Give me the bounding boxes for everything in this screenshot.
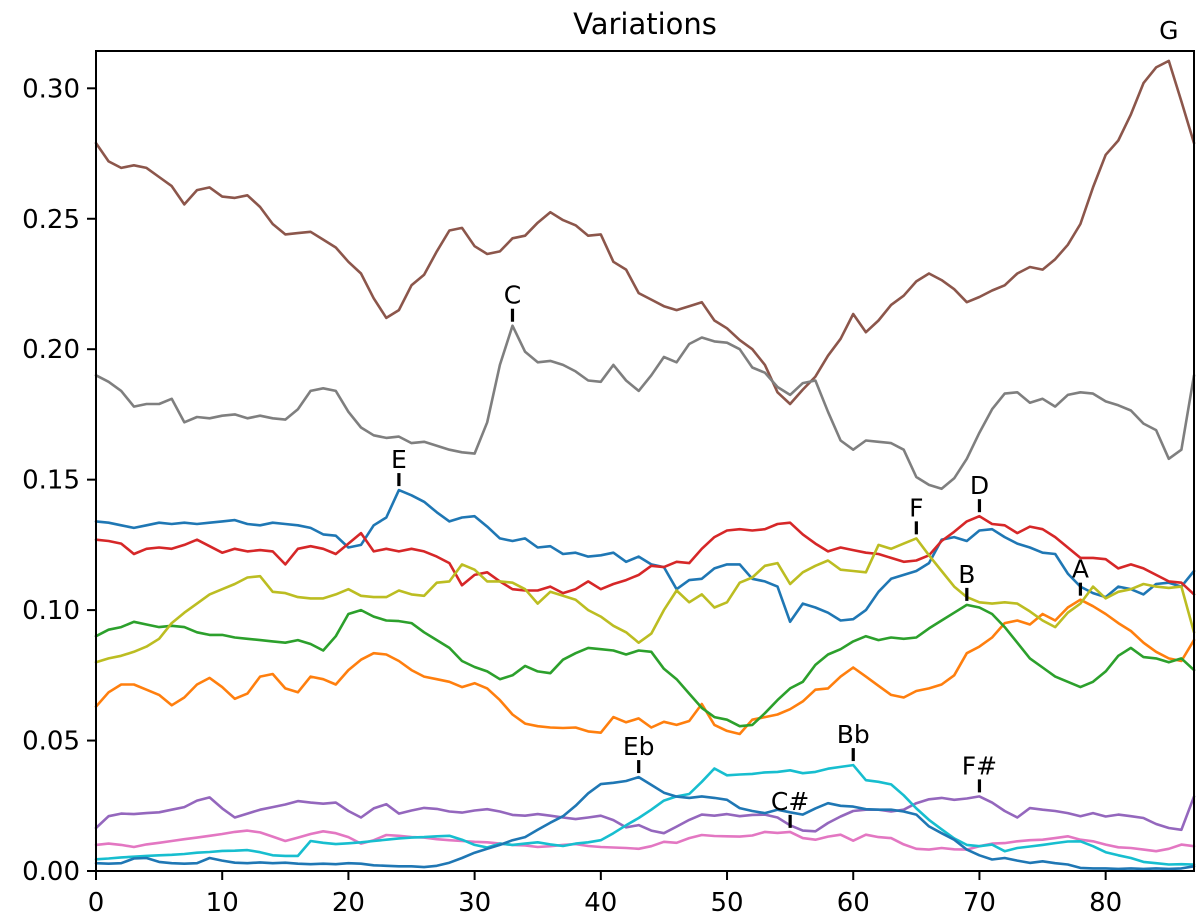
- y-tick-label: 0.10: [22, 596, 80, 626]
- series-line-D: [94, 514, 1196, 596]
- x-tick-label: 50: [710, 888, 743, 918]
- annotation-tick-D: [977, 499, 982, 513]
- annotation-label-B: B: [958, 560, 975, 589]
- x-tick-label: 70: [963, 888, 996, 918]
- y-tick-label: 0.15: [22, 466, 80, 496]
- chart-title: Variations: [573, 7, 717, 41]
- annotation-label-Fsharp: F#: [962, 751, 997, 780]
- annotation-label-Bb: Bb: [837, 720, 870, 749]
- series-line-Csharp: [94, 829, 1196, 853]
- annotation-label-D: D: [970, 471, 989, 500]
- annotation-label-C: C: [504, 281, 521, 310]
- annotation-tick-B: [965, 587, 969, 601]
- x-tick-label: 80: [1089, 888, 1122, 918]
- y-tick-label: 0.05: [22, 727, 80, 757]
- annotation-tick-C: [510, 308, 515, 322]
- annotation-tick-Fsharp: [977, 779, 982, 793]
- annotation-label-Eb: Eb: [623, 732, 655, 761]
- series-line-B: [94, 603, 1196, 728]
- series-line-Fsharp: [94, 795, 1196, 835]
- x-tick-label: 0: [88, 888, 105, 918]
- y-tick-label: 0.20: [22, 335, 80, 365]
- y-tick-label: 0.30: [22, 74, 80, 104]
- annotation-tick-E: [397, 473, 401, 487]
- series-line-G: [94, 59, 1196, 406]
- x-tick-label: 30: [458, 888, 491, 918]
- series-line-F: [94, 537, 1196, 664]
- y-tick-label: 0.25: [22, 205, 80, 235]
- series-line-C: [94, 324, 1196, 491]
- x-tick-label: 60: [837, 888, 870, 918]
- annotation-tick-Bb: [851, 748, 855, 762]
- annotation-label-E: E: [391, 445, 407, 474]
- annotation-label-A: A: [1072, 555, 1089, 584]
- series-line-Eb: [94, 775, 1196, 871]
- plot-border: [95, 50, 1195, 872]
- annotation-tick-A: [1078, 582, 1083, 596]
- annotation-tick-Csharp: [788, 814, 792, 828]
- annotation-label-G: G: [1159, 16, 1178, 45]
- series-line-E: [94, 488, 1196, 624]
- annotation-tick-F: [914, 521, 918, 535]
- annotation-label-Csharp: C#: [771, 787, 809, 816]
- x-tick-label: 10: [206, 888, 239, 918]
- series-line-Bb: [94, 763, 1196, 866]
- x-tick-label: 20: [332, 888, 365, 918]
- series-line-A: [94, 598, 1196, 736]
- annotation-label-F: F: [909, 493, 923, 522]
- y-tick-label: 0.00: [22, 857, 80, 887]
- annotation-tick-Eb: [637, 760, 641, 774]
- x-tick-label: 40: [584, 888, 617, 918]
